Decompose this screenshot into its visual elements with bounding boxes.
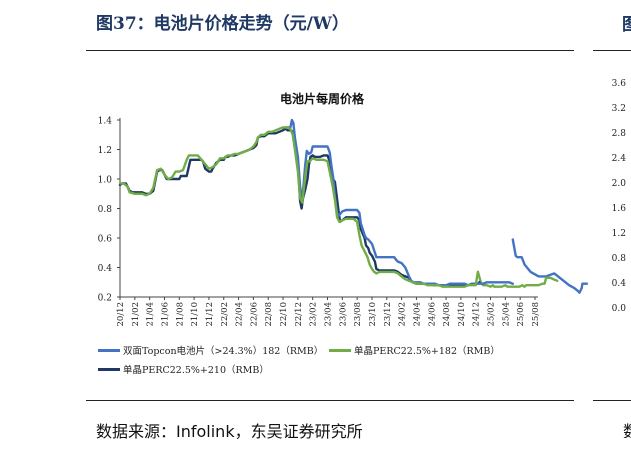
legend-item-topcon: 双面Topcon电池片（>24.3%）182（RMB）	[98, 343, 323, 357]
x-tick-label: 24/06	[427, 302, 437, 327]
x-tick-label: 25/04	[501, 302, 511, 327]
x-tick-label: 23/04	[324, 302, 334, 327]
side-y-tick-label: 1.6	[612, 204, 627, 214]
legend-label: 单晶PERC22.5%+210（RMB）	[123, 365, 269, 376]
side-bottom-rule	[593, 400, 631, 401]
legend-label: 双面Topcon电池片（>24.3%）182（RMB）	[123, 346, 324, 357]
legend-swatch-icon	[98, 348, 120, 352]
x-tick-label: 21/02	[131, 302, 141, 327]
x-tick-label: 23/12	[383, 302, 393, 327]
x-tick-label: 25/06	[516, 302, 526, 327]
x-tick-label: 23/08	[353, 302, 363, 327]
side-y-tick-label: 2.0	[612, 179, 627, 189]
y-tick-label: 1.4	[98, 117, 113, 127]
y-tick-label: 0.2	[98, 294, 112, 304]
legend-item-perc182: 单晶PERC22.5%+182（RMB）	[329, 343, 500, 357]
top-rule	[86, 50, 574, 51]
y-tick-label: 0.4	[98, 264, 113, 274]
legend-swatch-icon	[98, 367, 120, 371]
side-y-tick-label: 2.4	[612, 154, 627, 164]
x-tick-label: 24/04	[412, 302, 422, 327]
x-tick-label: 24/02	[398, 302, 408, 327]
side-y-tick-label: 0.8	[612, 254, 627, 264]
side-y-tick-label: 0.0	[612, 304, 627, 314]
x-tick-label: 22/08	[264, 302, 274, 327]
x-tick-label: 24/10	[457, 302, 467, 327]
y-tick-label: 0.8	[98, 205, 113, 215]
adjacent-figure-title-fragment: 图	[622, 15, 631, 32]
y-tick-label: 0.6	[98, 235, 113, 245]
x-tick-label: 21/10	[190, 302, 200, 327]
side-y-tick-label: 1.2	[612, 229, 626, 239]
chart-title: 电池片每周价格	[280, 91, 365, 106]
x-tick-label: 22/06	[249, 302, 259, 327]
x-tick-label: 22/10	[279, 302, 289, 327]
side-y-tick-label: 2.8	[612, 129, 627, 139]
data-source-note: 数据来源：Infolink，东吴证券研究所	[96, 422, 363, 441]
series-line-2	[118, 127, 481, 287]
adjacent-source-fragment: 数	[623, 418, 631, 438]
x-tick-label: 21/12	[205, 302, 215, 327]
x-tick-label: 22/04	[235, 302, 245, 327]
side-top-rule	[593, 50, 631, 51]
axes: 1.4 1.2 1.0 0.8 0.6 0.4 0.2 20/12 21/02 21/04 21/0…	[98, 117, 541, 327]
legend-label: 单晶PERC22.5%+182（RMB）	[354, 346, 500, 357]
legend-item-perc210: 单晶PERC22.5%+210（RMB）	[98, 362, 269, 376]
x-tick-label: 23/02	[309, 302, 319, 327]
x-tick-label: 24/12	[472, 302, 482, 327]
adjacent-chart-y-axis: 3.6 3.2 2.8 2.4 2.0 1.6 1.2 0.8 0.4 0.0	[612, 79, 627, 314]
x-tick-label: 20/12	[116, 302, 126, 327]
x-tick-label: 25/08	[531, 302, 541, 327]
x-tick-label: 23/06	[338, 302, 348, 327]
series-line-1	[476, 270, 559, 288]
series-line-3	[284, 118, 514, 287]
y-tick-label: 1.0	[98, 176, 113, 186]
x-tick-label: 21/06	[160, 302, 170, 327]
x-tick-label: 24/08	[442, 302, 452, 327]
side-y-tick-label: 0.4	[612, 279, 627, 289]
series-line-0	[511, 238, 589, 294]
legend-swatch-icon	[329, 348, 351, 352]
x-tick-label: 22/12	[294, 302, 304, 327]
x-tick-label: 22/02	[220, 302, 230, 327]
series-line-4	[118, 126, 480, 288]
figure-title: 图37：电池片价格走势（元/W）	[96, 14, 349, 34]
side-y-tick-label: 3.2	[612, 104, 626, 114]
bottom-rule	[86, 400, 574, 401]
series-layer	[118, 118, 589, 294]
side-y-tick-label: 3.6	[612, 79, 627, 89]
x-tick-label: 21/04	[146, 302, 156, 327]
x-tick-label: 25/02	[487, 302, 497, 327]
x-tick-label: 21/08	[175, 302, 185, 327]
x-tick-label: 23/10	[368, 302, 378, 327]
y-tick-label: 1.2	[98, 146, 112, 156]
